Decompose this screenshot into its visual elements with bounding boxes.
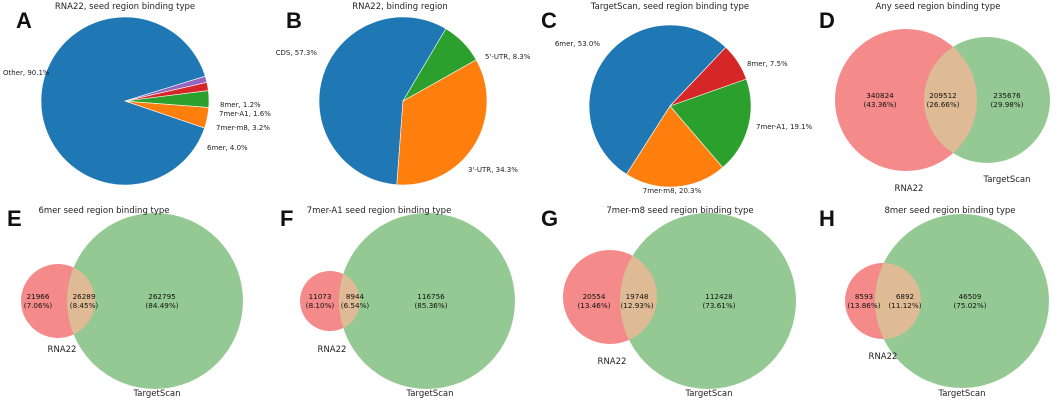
venn-region-percent: (26.66%) bbox=[926, 100, 959, 109]
venn-set-label-rna22: RNA22 bbox=[869, 352, 898, 362]
venn-region-percent: (7.06%) bbox=[24, 301, 53, 310]
venn-region-percent: (8.45%) bbox=[70, 301, 99, 310]
venn-set-label-rna22: RNA22 bbox=[318, 345, 347, 355]
venn-set-label-targetscan: TargetScan bbox=[685, 389, 733, 399]
venn-region-count: 11073 bbox=[309, 292, 332, 301]
venn-region-count: 26289 bbox=[73, 292, 96, 301]
venn-set-label-targetscan: TargetScan bbox=[133, 389, 181, 399]
venn-circle-targetscan bbox=[339, 213, 515, 389]
venn-diagram-H: 8593(13.86%) 6892(11.12%) 46509(75.02%) RNA… bbox=[845, 214, 1049, 399]
venn-circle-targetscan bbox=[620, 213, 796, 389]
venn-circle-targetscan bbox=[875, 214, 1049, 388]
pie-slice-B-5-utr bbox=[402, 28, 477, 102]
panel-letter-C: C bbox=[541, 8, 557, 33]
pie-slice-C-8mer bbox=[669, 46, 747, 107]
chart-title-D: Any seed region binding type bbox=[876, 2, 1001, 12]
pie-slice-C-7mer-a1 bbox=[669, 78, 752, 168]
venn-region-count: 235676 bbox=[993, 91, 1021, 100]
venn-region-percent: (13.46%) bbox=[577, 301, 610, 310]
venn-region-count: 116756 bbox=[417, 292, 445, 301]
slice-label: 7mer-A1, 1.6% bbox=[219, 110, 271, 118]
panel-letter-G: G bbox=[541, 206, 558, 231]
slice-label: 7mer-m8, 3.2% bbox=[216, 124, 270, 132]
chart-title-A: RNA22, seed region binding type bbox=[55, 2, 195, 12]
slice-label: CDS, 57.3% bbox=[276, 49, 318, 57]
venn-circle-targetscan bbox=[67, 213, 243, 389]
pie-chart-C: 6mer, 53.0% 7mer-m8, 20.3% 7mer-A1, 19.1% 8… bbox=[555, 24, 813, 195]
venn-set-label-rna22: RNA22 bbox=[48, 345, 77, 355]
slice-label: 6mer, 53.0% bbox=[555, 40, 600, 48]
venn-region-count: 209512 bbox=[929, 91, 956, 100]
venn-region-percent: (8.10%) bbox=[306, 301, 335, 310]
venn-region-count: 21966 bbox=[27, 292, 50, 301]
venn-overlap bbox=[924, 37, 977, 163]
venn-set-label-rna22: RNA22 bbox=[598, 357, 627, 367]
pie-slice-C-6mer bbox=[588, 24, 727, 175]
pie-slice-A-other bbox=[40, 16, 206, 186]
venn-region-percent: (43.36%) bbox=[863, 100, 896, 109]
venn-region-count: 262795 bbox=[148, 292, 175, 301]
venn-region-percent: (12.93%) bbox=[620, 301, 653, 310]
slice-label: 8mer, 7.5% bbox=[747, 60, 788, 68]
venn-region-percent: (29.98%) bbox=[990, 100, 1023, 109]
chart-title-H: 8mer seed region binding type bbox=[884, 206, 1015, 216]
panel-letter-D: D bbox=[819, 8, 835, 33]
slice-label: 7mer-A1, 19.1% bbox=[756, 123, 813, 131]
chart-title-F: 7mer-A1 seed region binding type bbox=[307, 206, 452, 216]
venn-region-count: 340824 bbox=[866, 91, 894, 100]
pie-chart-B: CDS, 57.3% 3'-UTR, 34.3% 5'-UTR, 8.3% bbox=[276, 16, 531, 186]
venn-region-count: 46509 bbox=[959, 292, 982, 301]
pie-chart-A: Other, 90.1% 6mer, 4.0% 7mer-m8, 3.2% 7mer-… bbox=[3, 16, 271, 186]
slice-label: Other, 90.1% bbox=[3, 69, 50, 77]
venn-region-count: 8944 bbox=[346, 292, 365, 301]
chart-title-G: 7mer-m8 seed region binding type bbox=[606, 206, 753, 216]
venn-region-percent: (6.54%) bbox=[341, 301, 370, 310]
venn-diagram-G: 20554(13.46%) 19748(12.93%) 112428(73.61%)… bbox=[563, 213, 796, 399]
slice-label: 3'-UTR, 34.3% bbox=[468, 166, 518, 174]
pie-slice-B-3-utr bbox=[396, 59, 488, 186]
venn-region-count: 6892 bbox=[896, 292, 914, 301]
venn-region-percent: (85.36%) bbox=[414, 301, 447, 310]
venn-set-label-targetscan: TargetScan bbox=[938, 389, 986, 399]
venn-region-count: 112428 bbox=[705, 292, 733, 301]
chart-title-B: RNA22, binding region bbox=[352, 2, 448, 12]
venn-region-count: 8593 bbox=[855, 292, 873, 301]
slice-label: 6mer, 4.0% bbox=[207, 144, 248, 152]
panel-letter-B: B bbox=[286, 8, 302, 33]
venn-diagram-D: 340824(43.36%) 209512(26.66%) 235676(29.98… bbox=[835, 29, 1050, 194]
chart-title-C: TargetScan, seed region binding type bbox=[590, 2, 749, 12]
pie-slice-A-8mer bbox=[124, 75, 208, 102]
venn-set-label-targetscan: TargetScan bbox=[983, 175, 1031, 185]
panel-letter-E: E bbox=[7, 206, 22, 231]
slice-label: 5'-UTR, 8.3% bbox=[485, 53, 531, 61]
chart-title-E: 6mer seed region binding type bbox=[38, 206, 169, 216]
venn-region-percent: (73.61%) bbox=[702, 301, 735, 310]
venn-set-label-targetscan: TargetScan bbox=[406, 389, 454, 399]
slice-label: 8mer, 1.2% bbox=[220, 101, 261, 109]
venn-diagram-F: 11073(8.10%) 8944(6.54%) 116756(85.36%) RNA… bbox=[300, 213, 515, 399]
venn-set-label-rna22: RNA22 bbox=[895, 184, 924, 194]
panel-letter-F: F bbox=[280, 206, 293, 231]
pie-slice-C-7mer-m8 bbox=[626, 105, 724, 188]
venn-region-percent: (75.02%) bbox=[953, 301, 986, 310]
venn-diagram-E: 21966(7.06%) 26289(8.45%) 262795(84.49%) RN… bbox=[21, 213, 243, 399]
venn-region-percent: (13.86%) bbox=[847, 301, 880, 310]
venn-region-count: 19748 bbox=[626, 292, 649, 301]
panel-letter-A: A bbox=[16, 8, 32, 33]
venn-region-count: 20554 bbox=[583, 292, 606, 301]
panel-letter-H: H bbox=[819, 206, 835, 231]
venn-region-percent: (11.12%) bbox=[888, 301, 921, 310]
slice-label: 7mer-m8, 20.3% bbox=[643, 187, 702, 195]
venn-region-percent: (84.49%) bbox=[145, 301, 178, 310]
pie-slice-B-cds bbox=[318, 16, 447, 186]
